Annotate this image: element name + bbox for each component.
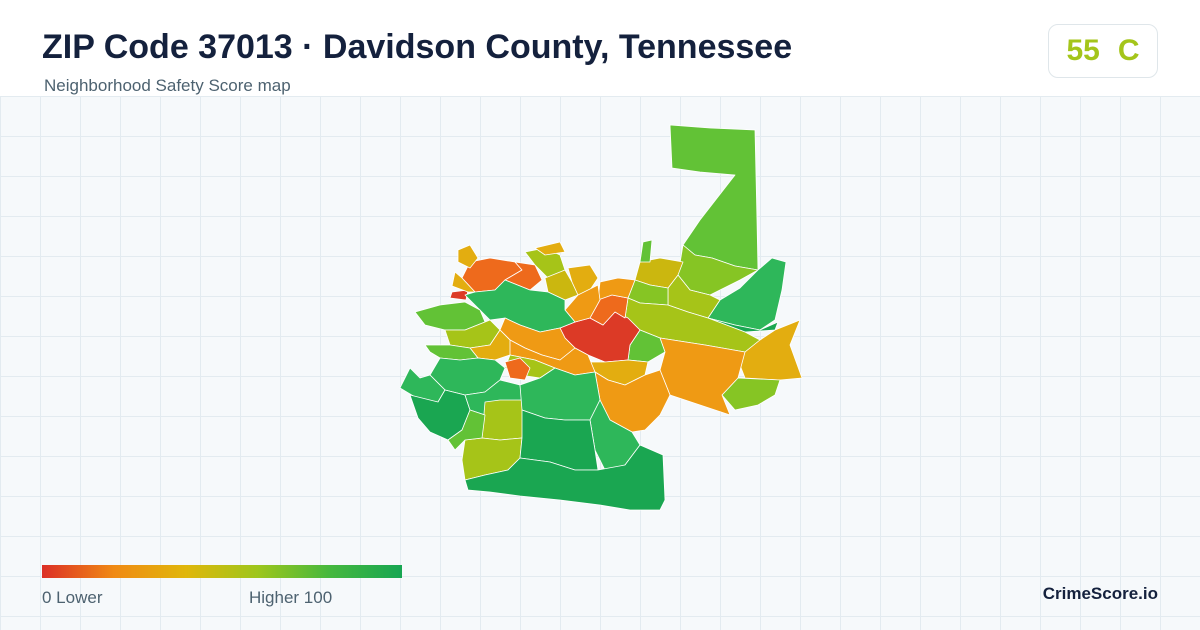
legend-gradient-bar [42, 565, 402, 578]
map-region[interactable] [464, 444, 666, 511]
map-region[interactable] [534, 241, 566, 256]
map-region[interactable] [449, 289, 469, 301]
map-region[interactable] [504, 357, 531, 381]
map-region[interactable] [481, 399, 526, 441]
map-region[interactable] [464, 279, 576, 333]
legend-max-label: Higher 100 [249, 588, 333, 607]
page-title: ZIP Code 37013 · Davidson County, Tennes… [42, 28, 793, 66]
score-grade: C [1117, 34, 1140, 67]
map-region[interactable] [451, 271, 476, 293]
map-region[interactable] [457, 244, 479, 269]
map-region[interactable] [659, 337, 746, 416]
map-region[interactable] [639, 239, 653, 263]
score-value: 55 [1066, 34, 1100, 67]
legend-min-label: 0 Lower [42, 588, 103, 607]
map-region[interactable] [447, 409, 486, 451]
score-badge: 55 C [1048, 24, 1158, 78]
header: ZIP Code 37013 · Davidson County, Tennes… [0, 0, 1200, 96]
brand-logo-text: CrimeScore.io [1042, 584, 1158, 603]
page-subtitle: Neighborhood Safety Score map [44, 76, 291, 95]
